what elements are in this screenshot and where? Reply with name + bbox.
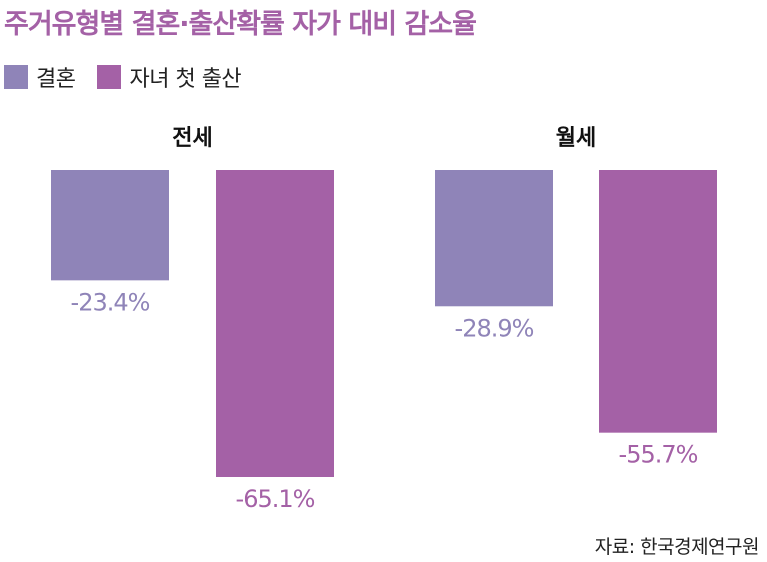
legend-item-birth: 자녀 첫 출산 bbox=[97, 61, 242, 93]
bar-wolse-birth bbox=[599, 170, 717, 433]
legend-swatch-marriage bbox=[4, 65, 28, 89]
data-label-jeonse-marriage: -23.4% bbox=[71, 288, 150, 316]
chart-title: 주거유형별 결혼·출산확률 자가 대비 감소율 bbox=[4, 9, 477, 40]
legend-item-marriage: 결혼 bbox=[4, 61, 76, 93]
legend-label-birth: 자녀 첫 출산 bbox=[129, 67, 242, 92]
bar-wolse-marriage bbox=[435, 170, 553, 307]
data-label-jeonse-birth: -65.1% bbox=[236, 485, 315, 513]
bar-jeonse-marriage bbox=[51, 170, 169, 281]
category-label-jeonse: 전세 bbox=[172, 126, 212, 151]
category-label-wolse: 월세 bbox=[556, 126, 596, 151]
legend-swatch-birth bbox=[97, 65, 122, 89]
legend: 결혼 자녀 첫 출산 bbox=[4, 60, 263, 94]
data-label-wolse-birth: -55.7% bbox=[619, 441, 698, 469]
data-label-wolse-marriage: -28.9% bbox=[455, 314, 534, 342]
bar-jeonse-birth bbox=[216, 170, 334, 477]
legend-label-marriage: 결혼 bbox=[36, 67, 76, 92]
source-note: 자료: 한국경제연구원 bbox=[594, 536, 760, 558]
